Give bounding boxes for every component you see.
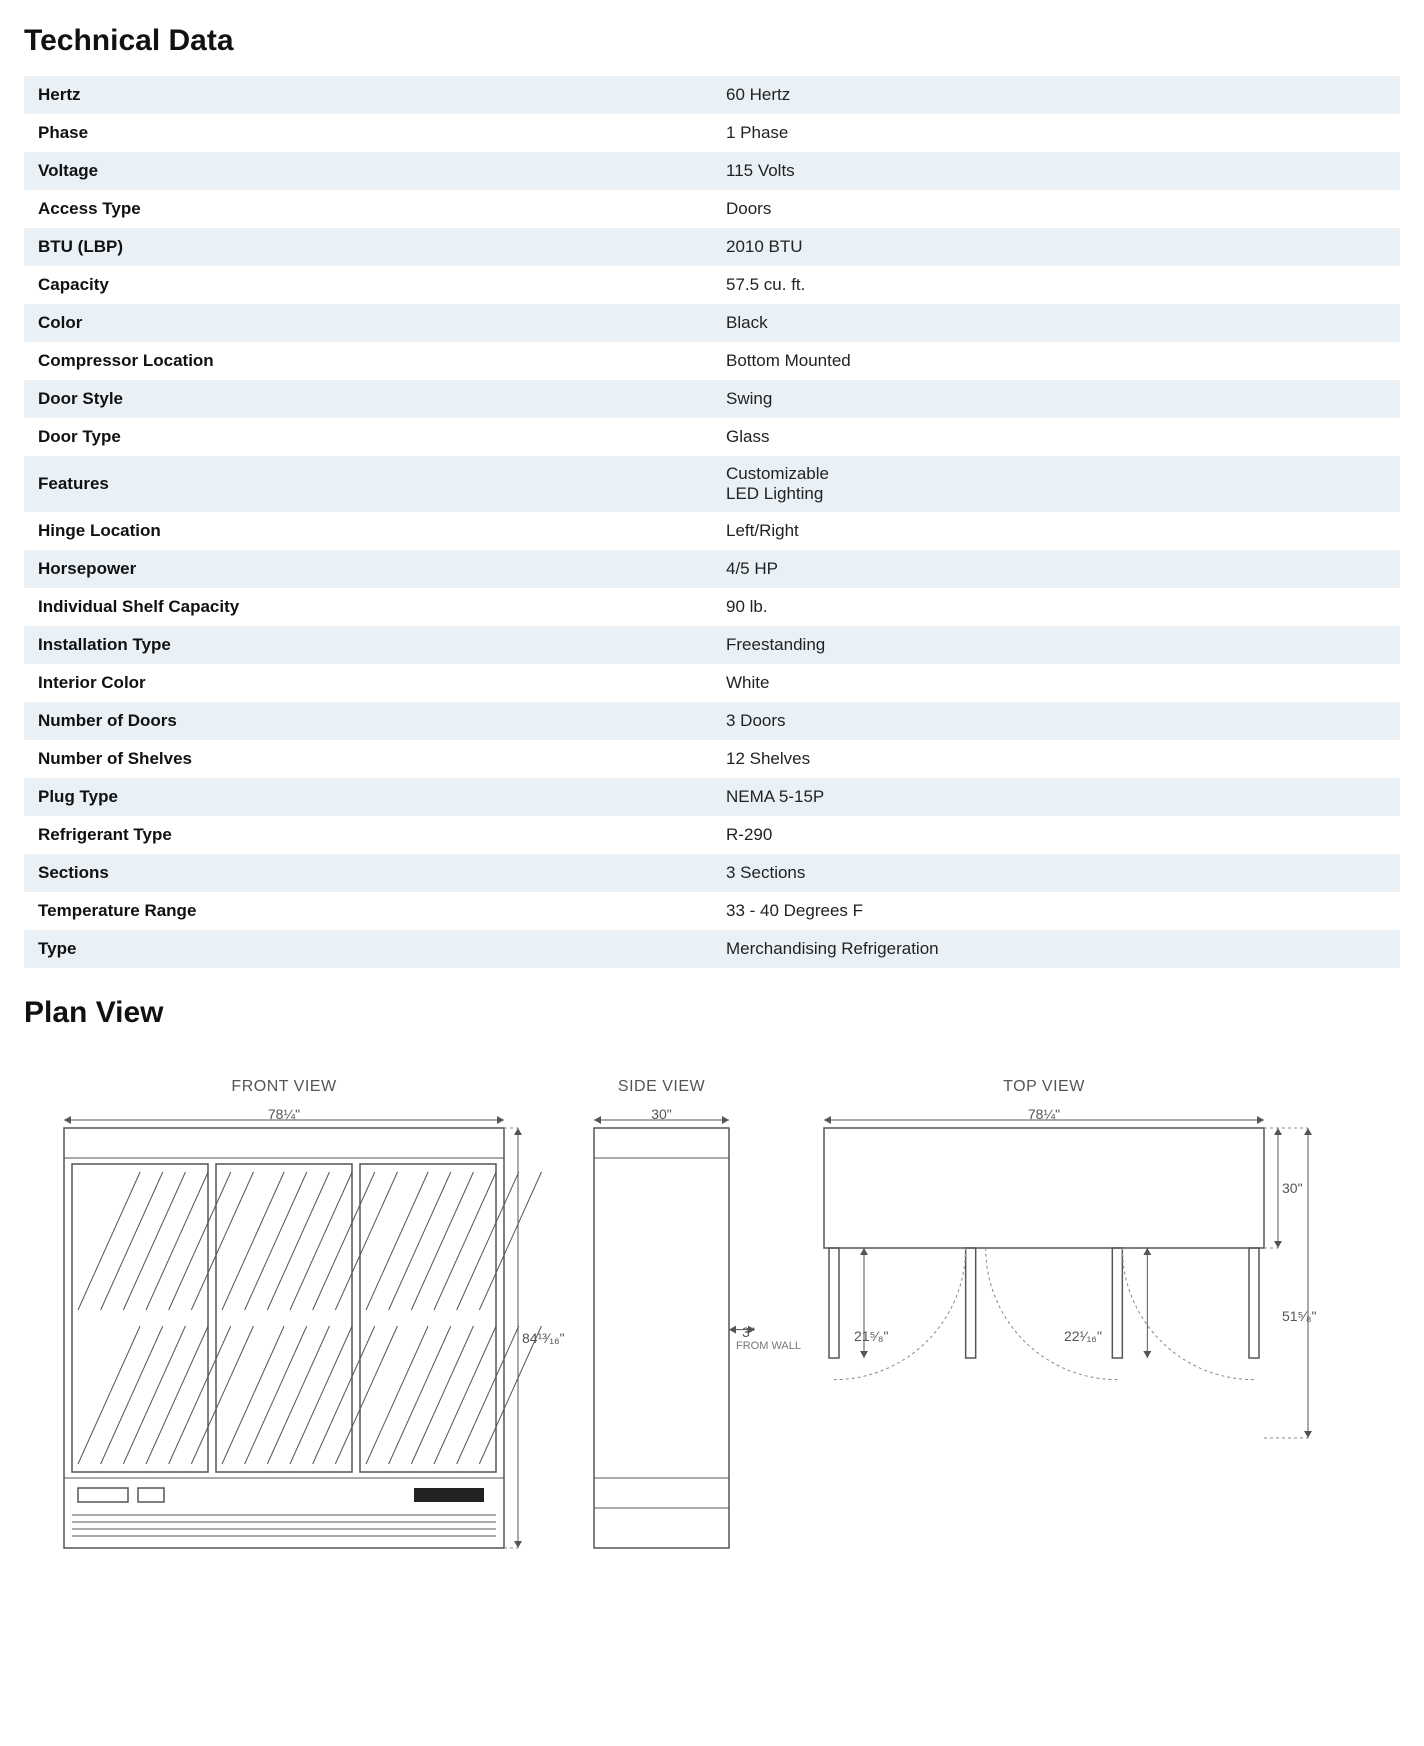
spec-label: Features [24,456,712,512]
table-row: Installation TypeFreestanding [24,626,1400,664]
plan-view-heading: Plan View [24,996,1400,1030]
spec-value: 1 Phase [712,114,1400,152]
spec-label: Number of Doors [24,702,712,740]
side-wall-note: FROM WALL [736,1340,801,1352]
spec-table: Hertz60 HertzPhase1 PhaseVoltage115 Volt… [24,76,1400,968]
table-row: ColorBlack [24,304,1400,342]
spec-label: Color [24,304,712,342]
spec-value: 3 Doors [712,702,1400,740]
front-height-dim: 84¹³⁄₁₆" [522,1330,565,1346]
table-row: Compressor LocationBottom Mounted [24,342,1400,380]
spec-label: Type [24,930,712,968]
spec-label: Door Type [24,418,712,456]
plan-view-container: FRONT VIEW SIDE VIEW TOP VIEW 78¼" 84¹³⁄… [24,1048,1400,1608]
spec-label: Temperature Range [24,892,712,930]
top-swing-left-dim: 21⁵⁄₈" [854,1328,889,1344]
spec-value: Doors [712,190,1400,228]
table-row: TypeMerchandising Refrigeration [24,930,1400,968]
table-row: Refrigerant TypeR-290 [24,816,1400,854]
spec-label: Individual Shelf Capacity [24,588,712,626]
spec-label: Door Style [24,380,712,418]
spec-value: NEMA 5-15P [712,778,1400,816]
spec-label: Compressor Location [24,342,712,380]
spec-value: 12 Shelves [712,740,1400,778]
spec-value: 3 Sections [712,854,1400,892]
table-row: Plug TypeNEMA 5-15P [24,778,1400,816]
spec-value: 115 Volts [712,152,1400,190]
table-row: Number of Doors3 Doors [24,702,1400,740]
spec-label: Capacity [24,266,712,304]
spec-label: Plug Type [24,778,712,816]
top-depth-dim: 30" [1282,1180,1303,1196]
spec-value: 2010 BTU [712,228,1400,266]
spec-value: 60 Hertz [712,76,1400,114]
front-width-dim: 78¼" [64,1106,504,1122]
spec-label: Interior Color [24,664,712,702]
spec-value: White [712,664,1400,702]
spec-label: Hinge Location [24,512,712,550]
table-row: Door StyleSwing [24,380,1400,418]
spec-label: Phase [24,114,712,152]
side-view-title: SIDE VIEW [594,1078,729,1096]
spec-value: 33 - 40 Degrees F [712,892,1400,930]
spec-label: Hertz [24,76,712,114]
spec-value: Bottom Mounted [712,342,1400,380]
table-row: Voltage115 Volts [24,152,1400,190]
top-width-dim: 78¼" [824,1106,1264,1122]
spec-label: BTU (LBP) [24,228,712,266]
spec-value: 57.5 cu. ft. [712,266,1400,304]
table-row: Sections3 Sections [24,854,1400,892]
spec-value: R-290 [712,816,1400,854]
spec-value: Black [712,304,1400,342]
spec-label: Number of Shelves [24,740,712,778]
table-row: Door TypeGlass [24,418,1400,456]
table-row: Phase1 Phase [24,114,1400,152]
top-swing-right-dim: 22¹⁄₁₆" [1064,1328,1102,1344]
spec-value: Merchandising Refrigeration [712,930,1400,968]
spec-value: 90 lb. [712,588,1400,626]
spec-value: Freestanding [712,626,1400,664]
spec-label: Access Type [24,190,712,228]
table-row: Hinge LocationLeft/Right [24,512,1400,550]
spec-label: Voltage [24,152,712,190]
spec-value: Swing [712,380,1400,418]
spec-value: Customizable LED Lighting [712,456,1400,512]
spec-label: Installation Type [24,626,712,664]
top-swing-total-dim: 51⁵⁄₈" [1282,1308,1317,1324]
side-wall-gap-dim: 3" [742,1324,755,1340]
spec-value: Left/Right [712,512,1400,550]
top-view-title: TOP VIEW [824,1078,1264,1096]
table-row: Access TypeDoors [24,190,1400,228]
table-row: Number of Shelves12 Shelves [24,740,1400,778]
spec-label: Refrigerant Type [24,816,712,854]
table-row: Temperature Range33 - 40 Degrees F [24,892,1400,930]
spec-label: Horsepower [24,550,712,588]
technical-data-heading: Technical Data [24,24,1400,58]
table-row: FeaturesCustomizable LED Lighting [24,456,1400,512]
table-row: BTU (LBP)2010 BTU [24,228,1400,266]
table-row: Individual Shelf Capacity90 lb. [24,588,1400,626]
front-view-title: FRONT VIEW [64,1078,504,1096]
table-row: Capacity57.5 cu. ft. [24,266,1400,304]
spec-label: Sections [24,854,712,892]
spec-value: Glass [712,418,1400,456]
spec-value: 4/5 HP [712,550,1400,588]
side-width-dim: 30" [594,1106,729,1122]
table-row: Horsepower4/5 HP [24,550,1400,588]
table-row: Interior ColorWhite [24,664,1400,702]
table-row: Hertz60 Hertz [24,76,1400,114]
